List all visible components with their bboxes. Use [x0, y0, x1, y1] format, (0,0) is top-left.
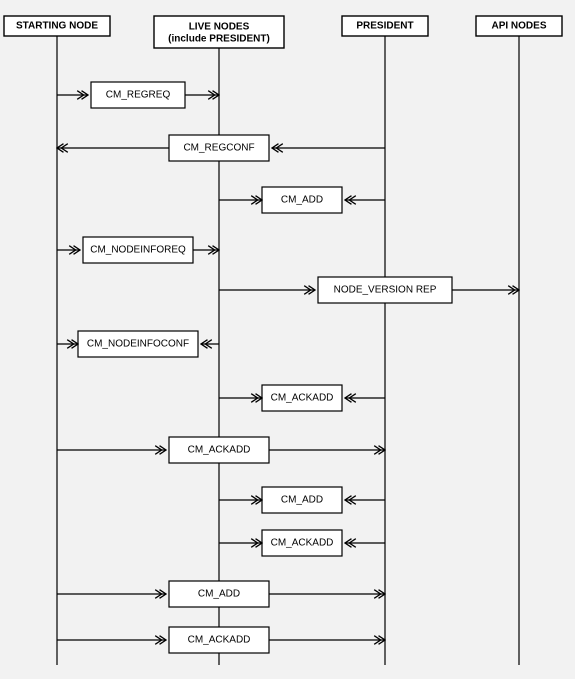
message-label-6: CM_ACKADD: [271, 393, 334, 404]
message-label-5: CM_NODEINFOCONF: [87, 339, 189, 350]
message-label-2: CM_ADD: [281, 195, 323, 206]
message-label-8: CM_ADD: [281, 495, 323, 506]
participant-label-starting: STARTING NODE: [16, 21, 98, 32]
participant-label-president: PRESIDENT: [356, 21, 413, 32]
message-label-9: CM_ACKADD: [271, 538, 334, 549]
message-label-1: CM_REGCONF: [183, 143, 254, 154]
message-label-4: NODE_VERSION REP: [334, 285, 437, 296]
participant-label-live-line1: (include PRESIDENT): [168, 34, 270, 45]
participant-label-api: API NODES: [491, 21, 546, 32]
message-label-0: CM_REGREQ: [106, 90, 171, 101]
message-label-7: CM_ACKADD: [188, 445, 251, 456]
message-label-10: CM_ADD: [198, 589, 240, 600]
participant-label-live-line0: LIVE NODES: [189, 22, 250, 33]
message-label-11: CM_ACKADD: [188, 635, 251, 646]
message-label-3: CM_NODEINFOREQ: [90, 245, 186, 256]
sequence-diagram: STARTING NODE LIVE NODES(include PRESIDEN…: [0, 0, 575, 679]
